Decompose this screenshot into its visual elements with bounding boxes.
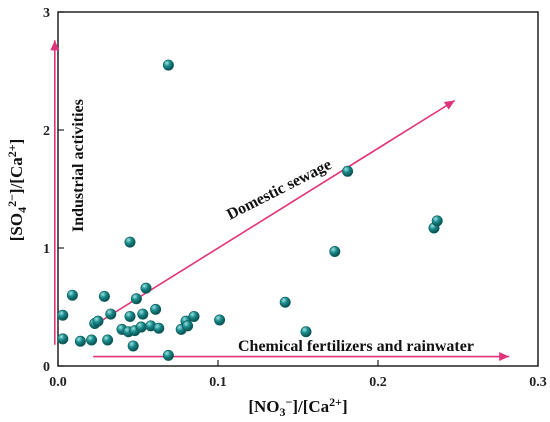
data-point — [153, 322, 165, 334]
data-point — [98, 290, 110, 302]
data-point — [182, 320, 194, 332]
data-point — [124, 310, 136, 322]
data-point — [124, 236, 136, 248]
annotation-industrial-activities: Industrial activities — [70, 99, 87, 232]
data-point — [57, 309, 69, 321]
arrow-domestic-line — [92, 99, 456, 327]
y-tick-label: 0 — [43, 360, 50, 375]
annotation-chemical-fertilizers: Chemical fertilizers and rainwater — [238, 338, 474, 355]
data-point — [102, 334, 114, 346]
x-axis-ticks: 0.0 0.1 0.2 0.3 — [49, 360, 547, 390]
x-tick-label: 0.0 — [49, 375, 67, 390]
y-axis-ticks: 0 1 2 3 — [43, 6, 64, 375]
data-point — [329, 246, 341, 258]
data-point — [74, 335, 86, 347]
annotation-domestic-sewage: Domestic sewage — [224, 156, 334, 223]
data-point — [188, 310, 200, 322]
arrow-industrial-head — [50, 40, 60, 51]
data-point — [137, 308, 149, 320]
data-point — [86, 334, 98, 346]
data-point — [92, 315, 104, 327]
plot-frame — [57, 11, 539, 367]
data-point — [214, 314, 226, 326]
y-tick-label: 2 — [43, 124, 50, 139]
data-point — [140, 282, 152, 294]
data-point — [162, 59, 174, 71]
x-tick-label: 0.1 — [209, 375, 227, 390]
data-point — [127, 340, 139, 352]
data-point — [162, 349, 174, 361]
y-tick-label: 3 — [43, 6, 50, 21]
data-point — [57, 333, 69, 345]
arrow-domestic-head — [443, 100, 455, 110]
data-point — [342, 165, 354, 177]
data-points — [57, 59, 443, 361]
arrow-chemical-head — [499, 352, 510, 362]
x-axis-label: [NO3−]/[Ca2+] — [248, 395, 347, 419]
data-point — [130, 293, 142, 305]
data-point — [431, 215, 443, 227]
data-point — [66, 289, 78, 301]
data-point — [105, 308, 117, 320]
y-axis-label: [SO42−]/[Ca2+] — [5, 139, 29, 242]
x-tick-label: 0.2 — [369, 375, 387, 390]
data-point — [150, 303, 162, 315]
data-point — [135, 321, 147, 333]
data-point — [300, 326, 312, 338]
data-point — [279, 296, 291, 308]
y-tick-label: 1 — [43, 242, 50, 257]
x-tick-label: 0.3 — [529, 375, 547, 390]
trend-arrows — [50, 40, 510, 362]
